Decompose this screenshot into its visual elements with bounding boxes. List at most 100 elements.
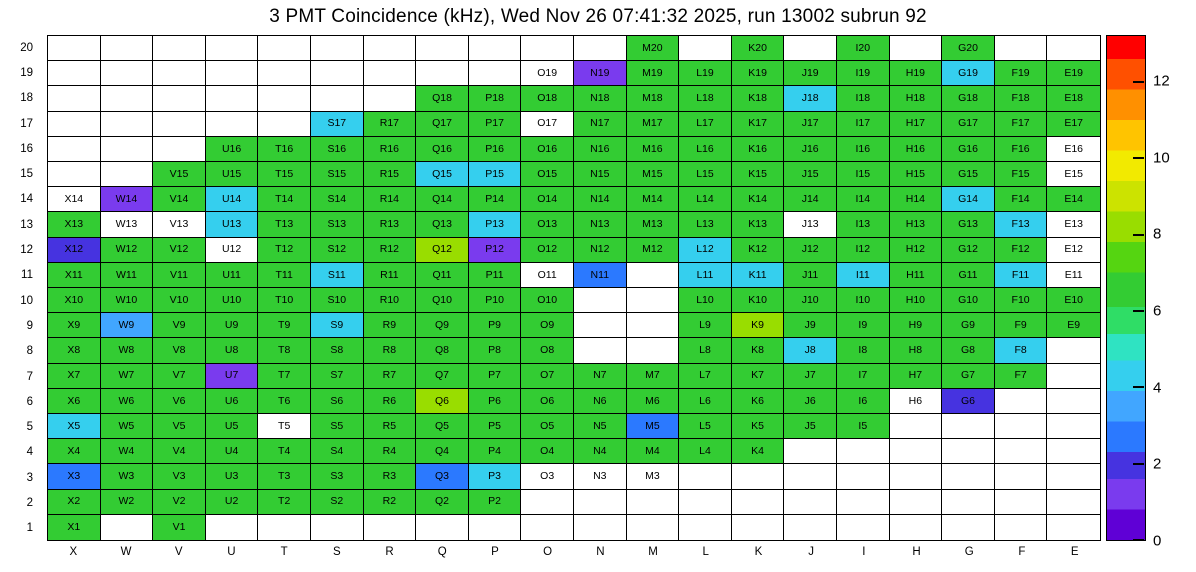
heatmap-cell: N16 (573, 136, 627, 162)
heatmap-cell: P5 (468, 414, 522, 440)
colorbar-tick-label: 4 (1153, 379, 1162, 397)
heatmap-cell: K11 (731, 262, 785, 288)
y-axis-label: 3 (26, 471, 33, 484)
heatmap-cell: K19 (731, 61, 785, 87)
heatmap-cell: M6 (626, 388, 680, 414)
heatmap-cell: F17 (994, 111, 1048, 137)
heatmap-cell: R12 (363, 237, 417, 263)
heatmap-cell: H6 (889, 388, 943, 414)
heatmap-cell: J16 (784, 136, 837, 162)
x-axis-label: K (754, 546, 763, 558)
y-axis-label: 7 (26, 370, 33, 383)
heatmap-cell: I10 (836, 288, 890, 314)
heatmap-cell: R5 (363, 414, 417, 440)
heatmap-cell: V4 (153, 439, 206, 465)
heatmap-cell-empty (626, 262, 680, 288)
heatmap-cell: O6 (521, 388, 574, 414)
heatmap-cell-empty (310, 514, 364, 540)
heatmap-cell: K8 (731, 338, 785, 364)
heatmap-cell: M18 (626, 86, 680, 112)
heatmap-cell: O16 (521, 136, 574, 162)
heatmap-cell: K13 (731, 212, 785, 238)
heatmap-cell-empty (48, 36, 101, 62)
heatmap-cell-empty (784, 464, 837, 490)
heatmap-cell-empty (363, 61, 417, 87)
heatmap-cell: T11 (258, 262, 311, 288)
heatmap-cell: N17 (573, 111, 627, 137)
heatmap-cell: I11 (836, 262, 890, 288)
heatmap-cell: W4 (100, 439, 154, 465)
heatmap-cell: F8 (994, 338, 1048, 364)
heatmap-cell: K10 (731, 288, 785, 314)
heatmap-cell: L17 (679, 111, 732, 137)
y-axis-label: 6 (26, 395, 33, 408)
heatmap-cell-empty (573, 313, 627, 339)
heatmap-cell: N7 (573, 363, 627, 389)
heatmap-cell: T7 (258, 363, 311, 389)
heatmap-cell: F14 (994, 187, 1048, 213)
heatmap-cell: I5 (836, 414, 890, 440)
heatmap-cell: P17 (468, 111, 522, 137)
heatmap-cell: R17 (363, 111, 417, 137)
heatmap-cell-empty (468, 514, 522, 540)
heatmap-cell: T16 (258, 136, 311, 162)
heatmap-cell: F18 (994, 86, 1048, 112)
y-axis-label: 8 (26, 345, 33, 358)
x-axis-label: M (648, 546, 658, 558)
heatmap-cell-empty (258, 514, 311, 540)
heatmap-cell: O3 (521, 464, 574, 490)
heatmap-cell: S16 (310, 136, 364, 162)
heatmap-cell: Q17 (416, 111, 469, 137)
y-axis-label: 11 (21, 269, 33, 282)
heatmap-cell-empty (573, 514, 627, 540)
y-axis-label: 2 (26, 497, 33, 510)
chart-title: 3 PMT Coincidence (kHz), Wed Nov 26 07:4… (269, 6, 927, 27)
heatmap-cell: G12 (942, 237, 995, 263)
heatmap-cell: P3 (468, 464, 522, 490)
heatmap-cell: Q8 (416, 338, 469, 364)
heatmap-cell-empty (416, 36, 469, 62)
heatmap-cell: X8 (48, 338, 101, 364)
heatmap-cell: W10 (100, 288, 154, 314)
x-axis-label: G (964, 546, 974, 558)
heatmap-cell-empty (942, 514, 995, 540)
heatmap-cell: W11 (100, 262, 154, 288)
heatmap-cell: O18 (521, 86, 574, 112)
heatmap-cell-empty (205, 36, 259, 62)
heatmap-cell: G11 (942, 262, 995, 288)
heatmap-cell-empty (784, 36, 837, 62)
heatmap-cell-empty (889, 464, 943, 490)
heatmap-cell: U11 (205, 262, 259, 288)
heatmap-cell: O10 (521, 288, 574, 314)
heatmap-cell: H19 (889, 61, 943, 87)
y-axis-label: 14 (20, 193, 33, 206)
heatmap-cell: E12 (1047, 237, 1100, 263)
heatmap-cell: V12 (153, 237, 206, 263)
heatmap-cell-empty (626, 514, 680, 540)
heatmap-cell: G15 (942, 162, 995, 188)
heatmap-cell: Q11 (416, 262, 469, 288)
heatmap-cell: R9 (363, 313, 417, 339)
heatmap-cell-empty (836, 514, 890, 540)
heatmap-cell: M19 (626, 61, 680, 87)
heatmap-cell: F16 (994, 136, 1048, 162)
heatmap-cell: P15 (468, 162, 522, 188)
heatmap-cell: E19 (1047, 61, 1100, 87)
colorbar-tick (1133, 539, 1144, 541)
heatmap-cell: G20 (942, 36, 995, 62)
heatmap-cell-empty (521, 489, 574, 515)
heatmap-cell: T3 (258, 464, 311, 490)
heatmap-cell: S12 (310, 237, 364, 263)
x-axis-label: N (596, 546, 605, 558)
heatmap-cell: V14 (153, 187, 206, 213)
heatmap-cell: P9 (468, 313, 522, 339)
heatmap-cell: X2 (48, 489, 101, 515)
heatmap-cell: J8 (784, 338, 837, 364)
heatmap-cell: R16 (363, 136, 417, 162)
y-axis-label: 20 (20, 41, 33, 54)
y-axis-label: 1 (26, 522, 33, 535)
heatmap-cell-empty (679, 514, 732, 540)
heatmap-cell: J5 (784, 414, 837, 440)
heatmap-cell: O17 (521, 111, 574, 137)
heatmap-cell-empty (205, 111, 259, 137)
